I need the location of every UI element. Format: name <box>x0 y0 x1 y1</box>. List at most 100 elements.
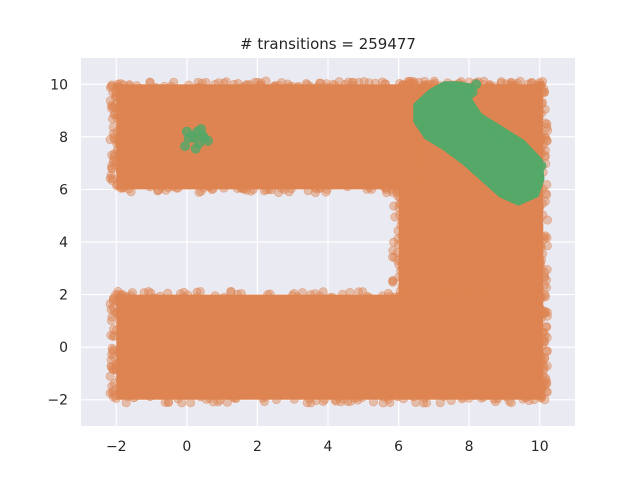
orange-point <box>107 103 117 113</box>
orange-point <box>396 266 406 276</box>
orange-point <box>500 287 510 297</box>
orange-point <box>284 82 294 92</box>
orange-point <box>446 395 456 405</box>
orange-point <box>536 358 546 368</box>
orange-point <box>237 182 247 192</box>
orange-point <box>287 290 297 300</box>
orange-point <box>184 80 194 90</box>
orange-point <box>320 394 330 404</box>
orange-point <box>395 144 405 154</box>
orange-point <box>226 286 236 296</box>
orange-point <box>393 91 403 101</box>
orange-point <box>322 79 332 89</box>
orange-point <box>231 393 241 403</box>
y-tick-label: 8 <box>59 130 68 146</box>
orange-point <box>452 293 462 303</box>
orange-point <box>151 82 161 92</box>
orange-point <box>126 187 136 197</box>
orange-point <box>132 81 142 91</box>
orange-point <box>145 392 155 402</box>
orange-point <box>418 166 428 176</box>
orange-point <box>394 159 404 169</box>
orange-point <box>399 394 409 404</box>
orange-point <box>116 318 126 328</box>
orange-region <box>116 294 544 400</box>
orange-point <box>397 231 407 241</box>
orange-point <box>537 99 547 109</box>
orange-point <box>398 125 408 135</box>
orange-point <box>117 160 127 170</box>
orange-point <box>286 184 296 194</box>
orange-point <box>359 77 369 87</box>
orange-point <box>538 210 548 220</box>
orange-point <box>389 113 399 123</box>
green-point <box>196 124 206 134</box>
orange-point <box>163 183 173 193</box>
orange-point <box>196 82 206 92</box>
orange-point <box>207 185 217 195</box>
orange-point <box>111 363 122 374</box>
orange-point <box>421 80 431 90</box>
orange-point <box>164 397 174 407</box>
orange-point <box>195 287 205 297</box>
orange-point <box>173 183 183 193</box>
orange-point <box>398 241 408 251</box>
green-point <box>446 84 457 95</box>
orange-point <box>392 188 402 198</box>
orange-point <box>262 185 272 195</box>
orange-point <box>489 394 499 404</box>
orange-point <box>399 169 409 179</box>
orange-point <box>283 79 293 89</box>
orange-point <box>397 282 407 292</box>
orange-point <box>155 291 165 301</box>
orange-point <box>393 157 403 167</box>
orange-point <box>106 101 116 111</box>
orange-point <box>398 275 408 285</box>
orange-point <box>388 93 398 103</box>
orange-point <box>219 183 229 193</box>
orange-point <box>392 160 402 170</box>
orange-point <box>536 242 546 252</box>
orange-point <box>348 78 358 88</box>
orange-point <box>125 80 135 90</box>
orange-point <box>485 80 495 90</box>
orange-point <box>538 198 548 208</box>
orange-point <box>114 311 124 321</box>
orange-point <box>411 397 421 407</box>
orange-point <box>478 292 488 302</box>
orange-point <box>113 134 123 144</box>
orange-point <box>400 80 410 90</box>
orange-point <box>113 102 123 112</box>
orange-point <box>259 397 269 407</box>
x-tick-label: 2 <box>253 439 262 455</box>
orange-point <box>536 108 546 118</box>
orange-point <box>139 87 150 98</box>
orange-point <box>388 252 398 262</box>
y-tick-label: 4 <box>59 235 68 251</box>
green-point <box>495 134 506 145</box>
orange-point <box>113 308 123 318</box>
orange-point <box>293 292 303 302</box>
orange-point <box>416 178 426 188</box>
orange-point <box>166 81 176 91</box>
orange-point <box>270 82 280 92</box>
x-tick-label: 8 <box>465 439 474 455</box>
orange-point <box>110 331 120 341</box>
orange-point <box>539 234 549 244</box>
orange-point <box>345 287 355 297</box>
orange-point <box>393 226 403 236</box>
orange-point <box>304 394 314 404</box>
orange-point <box>222 397 232 407</box>
orange-point <box>116 326 127 337</box>
orange-point <box>245 80 255 90</box>
orange-point <box>458 392 468 402</box>
orange-point <box>293 82 303 92</box>
orange-point <box>121 292 132 303</box>
orange-point <box>396 220 406 230</box>
orange-point <box>437 290 447 300</box>
orange-point <box>265 289 275 299</box>
orange-point <box>422 398 432 408</box>
orange-point <box>381 184 391 194</box>
orange-point <box>333 392 343 402</box>
orange-point <box>105 371 115 381</box>
